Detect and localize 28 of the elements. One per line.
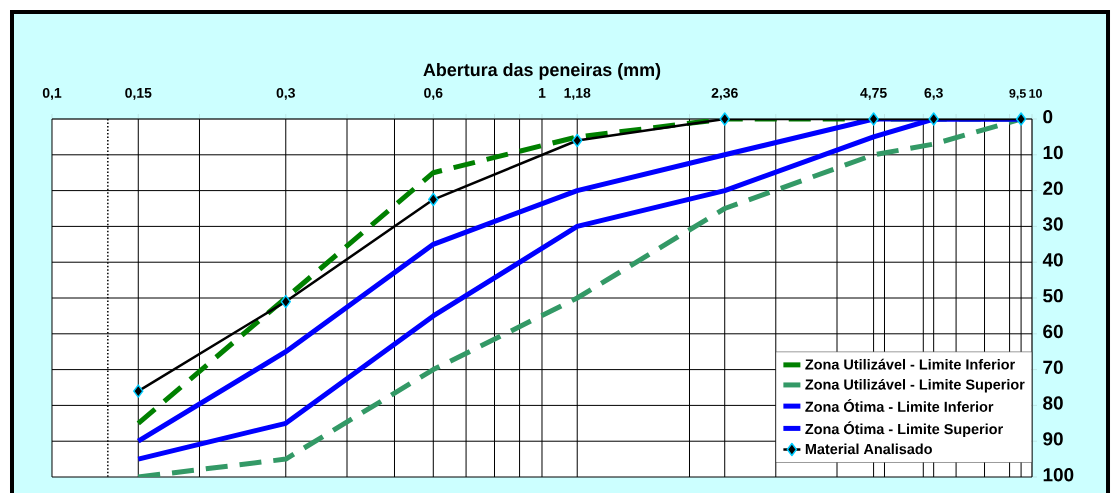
legend-label: Zona Utilizável - Limite Superior — [805, 378, 1025, 393]
y-tick-label: 100 — [1043, 467, 1074, 482]
x-tick-label: 2,36 — [711, 87, 738, 100]
x-tick-label: 0,1 — [42, 87, 62, 100]
x-axis-title: Abertura das peneiras (mm) — [423, 62, 661, 80]
y-tick-label: 60 — [1043, 324, 1063, 339]
x-tick-label: 1,18 — [564, 87, 591, 100]
x-tick-label: 0,6 — [424, 87, 443, 100]
x-tick-label: 0,15 — [125, 87, 152, 100]
x-tick-label: 4,75 — [860, 88, 887, 100]
x-tick-label: 0,3 — [276, 87, 295, 100]
x-tick-label: 10 — [1029, 89, 1042, 98]
x-tick-label: 9,5 — [1009, 89, 1026, 100]
legend-label: Zona Ótima - Limite Inferior — [805, 398, 994, 412]
y-tick-label: 30 — [1042, 217, 1063, 231]
legend-label: Zona Utilizável - Limite Inferior — [805, 358, 1015, 370]
y-tick-label: 10 — [1043, 145, 1063, 160]
y-tick-label: 20 — [1043, 181, 1063, 195]
x-tick-label: 6,3 — [924, 87, 943, 100]
y-tick-label: 50 — [1043, 288, 1063, 303]
legend-label: Zona Ótima - Limite Superior — [805, 421, 1003, 438]
y-tick-label: 0 — [1043, 109, 1053, 124]
x-tick-label: 1 — [539, 88, 546, 98]
legend-label: Material Analisado — [805, 443, 932, 455]
y-tick-label: 80 — [1043, 396, 1063, 410]
y-tick-label: 90 — [1043, 432, 1063, 446]
y-tick-label: 70 — [1043, 360, 1063, 374]
y-tick-label: 40 — [1042, 253, 1063, 267]
